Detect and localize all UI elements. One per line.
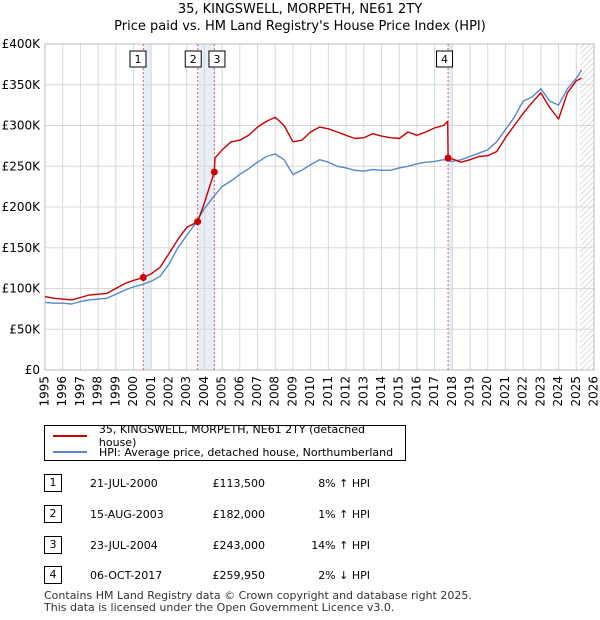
y-tick-label: £350K — [2, 78, 42, 92]
hpi-line — [44, 69, 583, 305]
sale-hpi-change: 8% ↑ HPI — [318, 477, 370, 490]
x-tick-label: 2009 — [285, 376, 299, 407]
sale-point — [194, 218, 202, 226]
sale-badge: 4 — [44, 566, 62, 584]
x-tick-label: 2008 — [268, 376, 282, 407]
sale-date: 23-JUL-2004 — [90, 539, 158, 552]
y-tick-label: £400K — [2, 37, 42, 51]
x-tick-label: 1996 — [55, 376, 69, 407]
y-tick-label: £300K — [2, 119, 42, 133]
legend-label-hpi: HPI: Average price, detached house, Nort… — [99, 445, 394, 459]
x-tick-label: 2000 — [126, 376, 140, 407]
sale-number-badge: 1 — [129, 50, 147, 68]
plot-frame — [44, 43, 595, 371]
x-tick-label: 2002 — [161, 376, 175, 407]
x-tick-label: 2025 — [569, 376, 583, 407]
x-tick-label: 2024 — [551, 376, 565, 407]
sale-number-badge: 2 — [184, 50, 202, 68]
x-tick-label: 2011 — [321, 376, 335, 407]
x-tick-label: 2006 — [232, 376, 246, 407]
sale-number-text: 1 — [134, 53, 141, 66]
y-tick-label: £150K — [2, 241, 42, 255]
sale-row: 2 15-AUG-2003 £182,000 1% ↑ HPI — [0, 505, 600, 525]
legend-item-hpi: HPI: Average price, detached house, Nort… — [53, 444, 393, 460]
property-price-line — [44, 77, 582, 301]
x-tick-label: 2013 — [356, 376, 370, 407]
x-tick-label: 2020 — [480, 376, 494, 407]
x-tick-label: 2016 — [409, 376, 423, 407]
sale-hpi-change: 1% ↑ HPI — [318, 508, 370, 521]
x-tick-label: 2026 — [587, 376, 600, 407]
legend-label-property: 35, KINGSWELL, MORPETH, NE61 2TY (detach… — [98, 423, 365, 449]
sale-date: 21-JUL-2000 — [90, 477, 158, 490]
sale-number-badge: 4 — [436, 50, 454, 68]
legend-swatch-hpi — [53, 451, 87, 453]
sale-date: 06-OCT-2017 — [90, 569, 163, 582]
x-tick-label: 2023 — [533, 376, 547, 407]
sale-price: £243,000 — [212, 539, 266, 552]
x-tick-label: 2004 — [197, 376, 211, 407]
sale-badge: 3 — [44, 536, 62, 554]
sale-number-text: 4 — [441, 53, 448, 66]
sale-row: 1 21-JUL-2000 £113,500 8% ↑ HPI — [0, 474, 600, 494]
legend: 35, KINGSWELL, MORPETH, NE61 2TY (detach… — [44, 423, 406, 461]
x-tick-label: 2017 — [427, 376, 441, 407]
legend-item-property: 35, KINGSWELL, MORPETH, NE61 2TY (detach… — [53, 423, 405, 449]
sale-row: 4 06-OCT-2017 £259,950 2% ↓ HPI — [0, 566, 600, 586]
y-tick-label: £100K — [2, 282, 42, 296]
sale-number-box — [436, 50, 454, 68]
x-tick-label: 2021 — [498, 376, 512, 407]
x-tick-label: 1998 — [91, 376, 105, 407]
chart-subtitle: Price paid vs. HM Land Registry's House … — [114, 19, 486, 34]
sale-number-box — [129, 50, 147, 68]
x-tick-label: 2019 — [463, 376, 477, 407]
sale-point — [444, 154, 452, 162]
sale-hpi-change: 2% ↓ HPI — [318, 569, 370, 582]
sale-badge: 2 — [44, 505, 62, 523]
sale-hpi-change: 14% ↑ HPI — [311, 539, 370, 552]
x-tick-label: 2012 — [339, 376, 353, 407]
sale-row: 3 23-JUL-2004 £243,000 14% ↑ HPI — [0, 536, 600, 556]
y-tick-label: £0 — [25, 363, 40, 377]
legend-swatch-property — [53, 435, 87, 437]
x-tick-label: 2015 — [392, 376, 406, 407]
x-tick-label: 2003 — [179, 376, 193, 407]
x-tick-label: 1995 — [38, 376, 52, 407]
x-tick-label: 2014 — [374, 376, 388, 407]
x-tick-label: 2001 — [144, 376, 158, 407]
sale-point — [210, 168, 218, 176]
x-tick-label: 2005 — [215, 376, 229, 407]
x-tick-label: 2010 — [303, 376, 317, 407]
x-tick-label: 1999 — [108, 376, 122, 407]
footer-copyright: Contains HM Land Registry data © Crown c… — [44, 589, 472, 602]
sale-price: £182,000 — [212, 508, 266, 521]
sale-number-text: 3 — [213, 53, 220, 66]
sale-number-badge: 3 — [208, 50, 226, 68]
x-tick-label: 2007 — [250, 376, 264, 407]
sale-badge: 1 — [44, 474, 62, 492]
y-tick-label: £250K — [2, 159, 42, 173]
chart-title: 35, KINGSWELL, MORPETH, NE61 2TY — [177, 2, 423, 17]
x-tick-label: 1997 — [73, 376, 87, 407]
price-chart: £0 £50K £100K £150K £200K £250K £300K £350K £400… — [2, 37, 600, 407]
footer-license: This data is licensed under the Open Gov… — [44, 601, 395, 614]
sale-number-box — [208, 50, 226, 68]
x-tick-label: 2022 — [516, 376, 530, 407]
sale-price: £259,950 — [212, 569, 266, 582]
sale-date: 15-AUG-2003 — [90, 508, 164, 521]
sale-number-box — [184, 50, 202, 68]
y-tick-label: £200K — [2, 200, 42, 214]
x-tick-label: 2018 — [445, 376, 459, 407]
sale-price: £113,500 — [212, 477, 266, 490]
sale-number-text: 2 — [190, 53, 197, 66]
sale-point — [139, 273, 147, 281]
y-tick-label: £50K — [9, 322, 41, 336]
